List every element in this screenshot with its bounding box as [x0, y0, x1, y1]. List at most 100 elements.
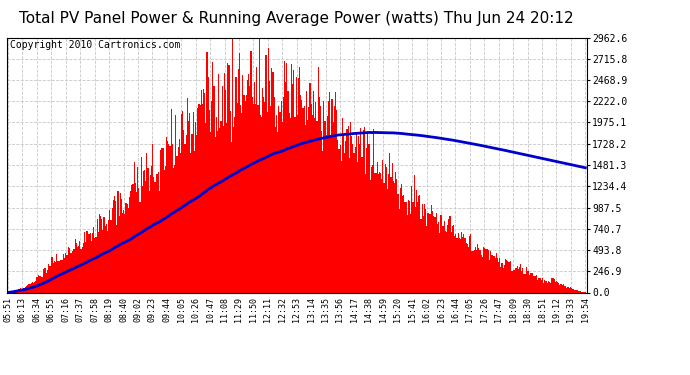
Bar — [160, 150, 161, 292]
Bar — [423, 216, 424, 292]
Bar — [90, 233, 91, 292]
Bar — [572, 289, 573, 292]
Bar — [353, 153, 355, 292]
Bar — [75, 239, 76, 292]
Bar — [466, 244, 468, 292]
Bar — [464, 237, 466, 292]
Bar — [548, 281, 549, 292]
Bar — [420, 219, 422, 292]
Bar — [50, 266, 52, 292]
Bar — [477, 244, 478, 292]
Bar — [519, 267, 520, 292]
Bar — [202, 104, 203, 292]
Bar — [88, 234, 90, 292]
Bar — [351, 136, 352, 292]
Bar — [425, 209, 426, 292]
Bar — [495, 253, 497, 292]
Bar — [278, 105, 279, 292]
Bar — [471, 251, 473, 292]
Bar — [427, 213, 428, 292]
Bar — [195, 122, 196, 292]
Bar — [431, 205, 432, 292]
Bar — [295, 77, 297, 292]
Bar — [253, 104, 254, 292]
Bar — [233, 127, 234, 292]
Bar — [403, 195, 404, 292]
Bar — [209, 110, 210, 292]
Bar — [404, 202, 406, 292]
Bar — [549, 282, 550, 292]
Bar — [388, 174, 389, 292]
Bar — [127, 204, 128, 292]
Bar — [394, 183, 395, 292]
Bar — [49, 266, 50, 292]
Bar — [485, 249, 486, 292]
Bar — [291, 64, 292, 292]
Bar — [578, 291, 579, 292]
Bar — [560, 284, 562, 292]
Bar — [433, 216, 435, 292]
Bar — [224, 73, 225, 292]
Bar — [34, 282, 35, 292]
Bar — [432, 211, 433, 292]
Bar — [435, 213, 437, 292]
Bar — [177, 147, 179, 292]
Bar — [121, 199, 122, 292]
Bar — [365, 174, 366, 292]
Bar — [32, 282, 33, 292]
Bar — [122, 213, 124, 292]
Bar — [44, 268, 46, 292]
Bar — [21, 289, 23, 292]
Bar — [468, 247, 469, 292]
Bar — [334, 106, 335, 292]
Bar — [54, 261, 55, 292]
Bar — [225, 90, 226, 292]
Bar — [459, 238, 460, 292]
Bar — [499, 258, 500, 292]
Bar — [298, 78, 299, 292]
Bar — [482, 257, 483, 292]
Bar — [247, 80, 248, 292]
Bar — [86, 231, 88, 292]
Bar — [524, 274, 526, 292]
Bar — [358, 136, 359, 292]
Bar — [528, 272, 529, 292]
Bar — [66, 255, 68, 292]
Bar — [159, 191, 160, 292]
Bar — [367, 134, 368, 292]
Bar — [61, 260, 62, 292]
Bar — [534, 276, 535, 292]
Bar — [17, 290, 18, 292]
Bar — [242, 75, 244, 292]
Bar — [373, 129, 374, 292]
Bar — [152, 144, 153, 292]
Bar — [76, 243, 77, 292]
Bar — [266, 112, 268, 292]
Bar — [194, 150, 195, 292]
Bar — [210, 132, 211, 292]
Bar — [308, 107, 309, 292]
Bar — [463, 234, 464, 292]
Bar — [234, 117, 235, 292]
Bar — [417, 202, 418, 292]
Bar — [569, 288, 570, 292]
Bar — [179, 139, 180, 292]
Bar — [241, 113, 242, 292]
Bar — [384, 164, 386, 292]
Bar — [73, 249, 75, 292]
Bar — [132, 184, 134, 292]
Bar — [544, 280, 545, 292]
Bar — [189, 112, 190, 292]
Bar — [359, 144, 360, 292]
Bar — [345, 141, 346, 292]
Bar — [167, 141, 168, 292]
Bar — [293, 70, 295, 292]
Bar — [35, 281, 37, 292]
Bar — [244, 95, 245, 292]
Bar — [439, 234, 440, 292]
Bar — [381, 179, 382, 292]
Bar — [219, 128, 220, 292]
Bar — [415, 207, 416, 292]
Bar — [190, 153, 191, 292]
Bar — [83, 232, 85, 292]
